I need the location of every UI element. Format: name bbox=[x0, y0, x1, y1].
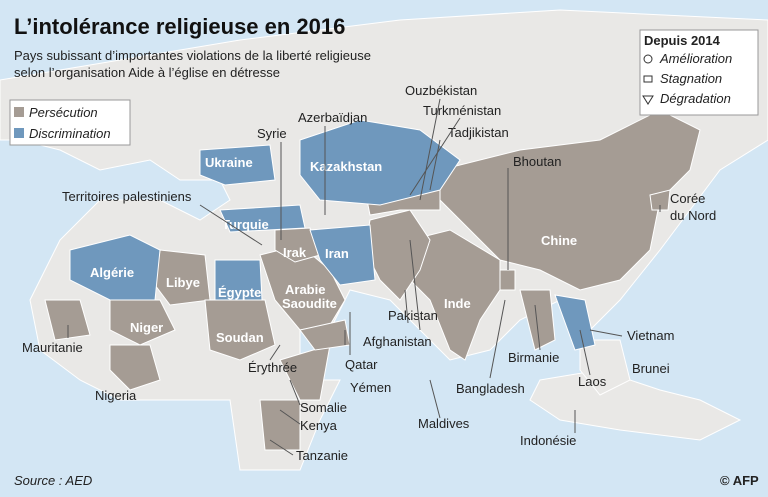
discrimination-areas bbox=[69, 119, 596, 351]
country-label: Tanzanie bbox=[296, 448, 348, 463]
country-label: Territoires palestiniens bbox=[62, 189, 192, 204]
country-label: Égypte bbox=[218, 285, 261, 300]
country-label: Syrie bbox=[257, 126, 287, 141]
subtitle: Pays subissant d’importantes violations … bbox=[14, 48, 371, 63]
country-label: Birmanie bbox=[508, 350, 559, 365]
country-label: Turkménistan bbox=[423, 103, 501, 118]
country-label: Ukraine bbox=[205, 155, 253, 170]
labels-inside: Ukraine Kazakhstan Turquie Iran Irak Alg… bbox=[90, 155, 577, 345]
country-label: Bangladesh bbox=[456, 381, 525, 396]
legend: Persécution Discrimination Depuis 2014 A… bbox=[9, 29, 759, 146]
country-label: Mauritanie bbox=[22, 340, 83, 355]
country-label: Qatar bbox=[345, 357, 378, 372]
country-label: Bhoutan bbox=[513, 154, 561, 169]
icon-stagnation bbox=[643, 75, 653, 83]
title: L’intolérance religieuse en 2016 bbox=[14, 14, 345, 39]
country-label: Brunei bbox=[632, 361, 670, 376]
legend-swatch bbox=[14, 107, 24, 117]
country-label: Indonésie bbox=[520, 433, 576, 448]
country-label: Iran bbox=[325, 246, 349, 261]
labels-outside: Syrie Azerbaïdjan Ouzbékistan Turkménist… bbox=[22, 83, 716, 463]
country-label: Maldives bbox=[418, 416, 470, 431]
source: Source : AED bbox=[14, 473, 92, 488]
country-label: Kazakhstan bbox=[310, 159, 382, 174]
subtitle: selon l’organisation Aide à l’église en … bbox=[14, 65, 280, 80]
country-label: Nigeria bbox=[95, 388, 137, 403]
country-label: Chine bbox=[541, 233, 577, 248]
credit: © AFP bbox=[720, 473, 759, 488]
country-label: Ouzbékistan bbox=[405, 83, 477, 98]
country-label: Algérie bbox=[90, 265, 134, 280]
icon-improvement bbox=[643, 54, 653, 64]
country-label: Yémen bbox=[350, 380, 391, 395]
country-label: Érythrée bbox=[248, 360, 297, 375]
country-label: Saoudite bbox=[282, 296, 337, 311]
legend-swatch bbox=[14, 128, 24, 138]
legend-title: Depuis 2014 bbox=[644, 33, 721, 48]
country-label: Niger bbox=[130, 320, 163, 335]
country-label: Libye bbox=[166, 275, 200, 290]
country-label: Azerbaïdjan bbox=[298, 110, 367, 125]
country-label: Tadjikistan bbox=[448, 125, 509, 140]
country-label: Somalie bbox=[300, 400, 347, 415]
legend-box bbox=[9, 99, 131, 146]
country-label: Turquie bbox=[222, 217, 269, 232]
legend-label: Stagnation bbox=[660, 71, 722, 86]
country-label: du Nord bbox=[670, 208, 716, 223]
country-label: Corée bbox=[670, 191, 705, 206]
persecution-areas bbox=[44, 109, 701, 451]
leader-lines bbox=[67, 98, 661, 456]
legend-label: Dégradation bbox=[660, 91, 731, 106]
country-label: Soudan bbox=[216, 330, 264, 345]
legend-label: Persécution bbox=[29, 105, 98, 120]
legend-box bbox=[639, 29, 759, 116]
country-label: Arabie bbox=[285, 282, 325, 297]
country-label: Kenya bbox=[300, 418, 338, 433]
legend-label: Discrimination bbox=[29, 126, 111, 141]
country-label: Vietnam bbox=[627, 328, 674, 343]
country-label: Pakistan bbox=[388, 308, 438, 323]
country-label: Afghanistan bbox=[363, 334, 432, 349]
icon-degradation bbox=[642, 95, 654, 105]
legend-label: Amélioration bbox=[659, 51, 732, 66]
country-label: Inde bbox=[444, 296, 471, 311]
country-label: Irak bbox=[283, 245, 307, 260]
country-label: Laos bbox=[578, 374, 607, 389]
